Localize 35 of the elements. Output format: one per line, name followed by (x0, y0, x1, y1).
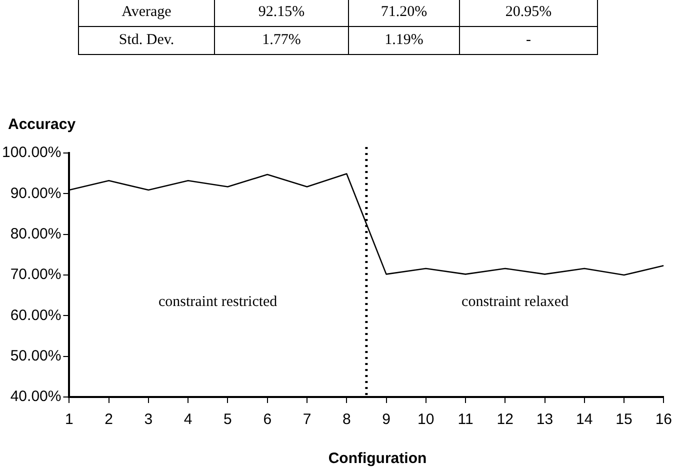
text: 20.95% (460, 0, 598, 26)
x-tick-label: 16 (655, 411, 672, 428)
y-tick-label: 60.00% (10, 306, 62, 324)
y-tick-label: 50.00% (10, 347, 62, 364)
y-tick-label: 70.00% (10, 266, 62, 284)
text: 1.19% (348, 26, 460, 54)
x-tick-label: 13 (536, 411, 554, 428)
x-tick-label: 12 (496, 411, 514, 428)
x-tick-label: 5 (224, 411, 232, 428)
y-tick-label: 100.00% (2, 144, 62, 162)
x-tick-label: 1 (65, 411, 74, 428)
x-tick-label: 2 (104, 411, 114, 428)
text: Average (78, 0, 214, 26)
x-tick-label: 4 (184, 411, 192, 428)
text: Std. Dev. (78, 26, 214, 54)
x-tick-label: 11 (458, 411, 474, 428)
x-tick-label: 14 (576, 411, 593, 428)
annotation: constraint relaxed (462, 294, 570, 310)
y-tick-label: 80.00% (10, 225, 62, 242)
y-tick-label: 40.00% (10, 388, 62, 406)
annotation: constraint restricted (158, 294, 278, 310)
x-tick-label: 15 (616, 411, 632, 428)
text: 71.20% (348, 0, 460, 26)
x-axis-title: Configuration (327, 450, 428, 467)
x-tick-label: 9 (382, 411, 390, 428)
text: - (460, 26, 598, 54)
x-tick-label: 6 (263, 411, 272, 428)
text: 92.15% (214, 0, 348, 26)
y-axis-title: Accuracy (8, 116, 76, 133)
x-tick-label: 10 (418, 411, 434, 428)
x-tick-label: 3 (144, 411, 153, 428)
x-tick-label: 7 (302, 411, 312, 428)
text: 1.77% (214, 26, 348, 54)
x-tick-label: 8 (342, 411, 351, 428)
y-tick-label: 90.00% (10, 184, 62, 202)
